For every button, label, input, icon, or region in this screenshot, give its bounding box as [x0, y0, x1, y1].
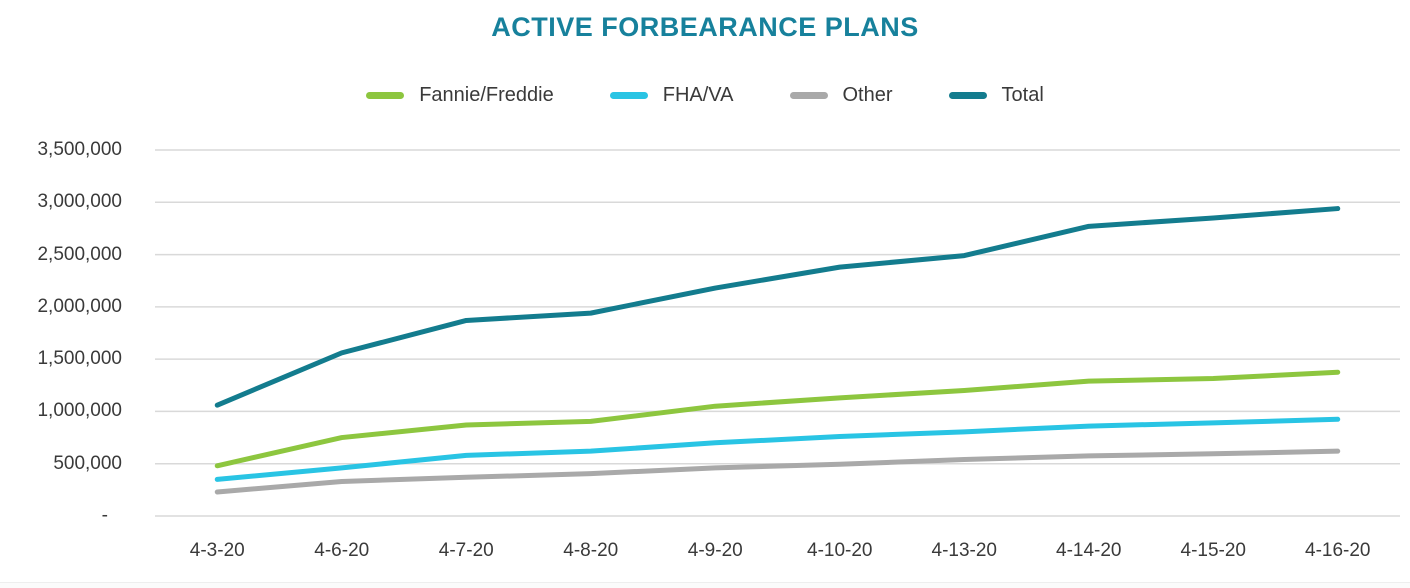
- y-axis-label: 500,000: [53, 452, 122, 474]
- legend-item-fha-va: FHA/VA: [609, 84, 734, 107]
- legend-item-label: Fannie/Freddie: [419, 84, 554, 106]
- y-axis-label: -: [101, 505, 108, 526]
- x-axis-label: 4-3-20: [189, 540, 245, 561]
- legend-swatch-fannie-freddie: [366, 92, 405, 99]
- y-axis-label: 1,000,000: [37, 400, 122, 422]
- x-axis-label: 4-13-20: [931, 540, 998, 561]
- y-axis-label: 3,000,000: [37, 191, 122, 213]
- legend-swatch-fha-va: [609, 92, 648, 99]
- bottom-divider: [0, 582, 1410, 588]
- y-axis-label: 2,000,000: [37, 295, 122, 317]
- series-line-fha-va: [214, 416, 1341, 482]
- x-axis-label: 4-14-20: [1056, 540, 1122, 561]
- series-line-fannie-freddie: [214, 369, 1341, 469]
- legend-item-fannie-freddie: Fannie/Freddie: [366, 84, 554, 107]
- y-axis-label: 2,500,000: [37, 243, 122, 265]
- y-axis-label: 1,500,000: [37, 348, 122, 370]
- series-line-total: [214, 206, 1341, 408]
- legend-swatch-total: [948, 92, 987, 99]
- x-axis-label: 4-10-20: [807, 540, 873, 561]
- legend-item-total: Total: [948, 84, 1044, 107]
- legend-item-label: Total: [1001, 84, 1044, 106]
- legend-swatch-other: [789, 92, 828, 99]
- x-axis-label: 4-15-20: [1180, 540, 1247, 561]
- x-axis-label: 4-6-20: [314, 540, 370, 561]
- series-line-other: [214, 448, 1341, 495]
- legend: Fannie/Freddie FHA/VA Other Total: [0, 84, 1410, 107]
- legend-item-label: Other: [842, 84, 893, 106]
- page-title: ACTIVE FORBEARANCE PLANS: [491, 12, 919, 42]
- x-axis-label: 4-9-20: [687, 540, 743, 561]
- legend-item-label: FHA/VA: [662, 84, 734, 106]
- x-axis-label: 4-16-20: [1305, 540, 1371, 561]
- y-axis-label: 3,500,000: [37, 139, 122, 160]
- x-axis-label: 4-7-20: [438, 540, 494, 561]
- x-axis-label: 4-8-20: [563, 540, 619, 561]
- legend-item-other: Other: [789, 84, 893, 107]
